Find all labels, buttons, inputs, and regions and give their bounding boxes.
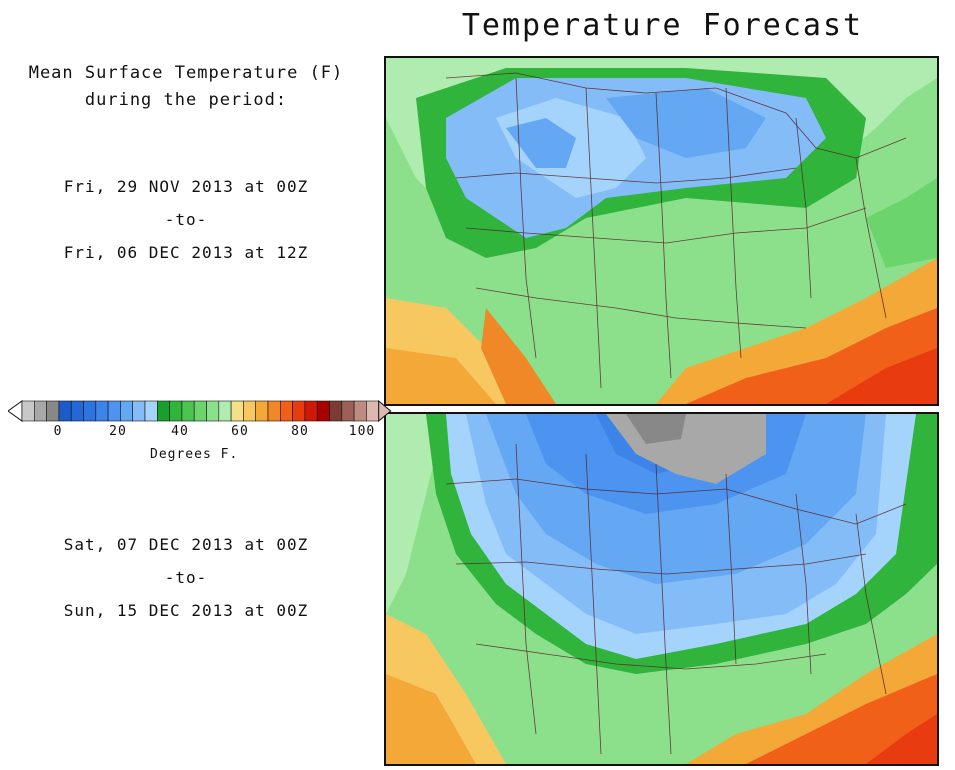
period-2-start: Sat, 07 DEC 2013 at 00Z — [63, 535, 309, 554]
period-1-start: Fri, 29 NOV 2013 at 00Z — [63, 177, 309, 196]
period-2-end: Sun, 15 DEC 2013 at 00Z — [63, 601, 309, 620]
description-line-1: Mean Surface Temperature (F) — [28, 63, 344, 83]
forecast-title: Temperature Forecast — [461, 8, 864, 43]
colorbar-swatch — [107, 400, 121, 422]
colorbar-swatch — [83, 400, 97, 422]
colorbar-swatch — [181, 400, 195, 422]
colorbar-swatch — [95, 400, 109, 422]
temperature-map-period-1 — [384, 56, 939, 406]
colorbar-swatch — [120, 400, 134, 422]
colorbar-swatch — [70, 400, 84, 422]
colorbar-swatch — [157, 400, 170, 422]
colorbar-swatch — [193, 400, 207, 422]
colorbar-label: Degrees F. — [150, 447, 239, 462]
colorbar-swatches — [7, 399, 392, 423]
colorbar-tick-60: 60 — [231, 424, 249, 439]
colorbar-swatch — [353, 400, 367, 422]
colorbar-swatch — [304, 400, 318, 422]
colorbar-right-arrow — [378, 399, 392, 423]
period-2-label: Sat, 07 DEC 2013 at 00Z -to- Sun, 15 DEC… — [0, 528, 372, 627]
colorbar-legend — [7, 398, 400, 468]
colorbar-swatch — [218, 400, 232, 422]
colorbar-swatch — [243, 400, 256, 422]
colorbar-tick-100: 100 — [348, 424, 376, 439]
colorbar-swatch — [144, 400, 158, 422]
colorbar-tick-20: 20 — [109, 424, 127, 439]
colorbar-swatch — [169, 400, 183, 422]
colorbar-tick-80: 80 — [291, 424, 309, 439]
colorbar-swatch — [132, 400, 146, 422]
colorbar-swatch — [329, 400, 343, 422]
colorbar-swatch — [279, 400, 293, 422]
colorbar-swatch — [58, 400, 72, 422]
colorbar-swatch — [255, 400, 269, 422]
colorbar-swatch — [316, 400, 330, 422]
description: Mean Surface Temperature (F) during the … — [0, 60, 372, 114]
colorbar-swatch — [21, 400, 35, 422]
colorbar-swatch — [341, 400, 355, 422]
period-2-separator: -to- — [164, 568, 208, 587]
colorbar-ticks: 0 20 40 60 80 100 — [0, 424, 400, 442]
colorbar-swatch — [230, 400, 244, 422]
colorbar-left-arrow — [7, 400, 23, 422]
colorbar-tick-40: 40 — [171, 424, 189, 439]
period-1-separator: -to- — [164, 210, 208, 229]
colorbar-swatch — [206, 400, 220, 422]
period-1-end: Fri, 06 DEC 2013 at 12Z — [63, 243, 309, 262]
colorbar-swatch — [267, 400, 281, 422]
colorbar-tick-0: 0 — [53, 424, 63, 439]
colorbar-swatch — [33, 400, 47, 422]
colorbar-swatch — [46, 400, 60, 422]
temperature-map-period-2 — [384, 412, 939, 766]
colorbar-swatch — [292, 400, 306, 422]
period-1-label: Fri, 29 NOV 2013 at 00Z -to- Fri, 06 DEC… — [0, 170, 372, 269]
colorbar-swatch — [366, 400, 379, 422]
description-line-2: during the period: — [84, 90, 288, 110]
